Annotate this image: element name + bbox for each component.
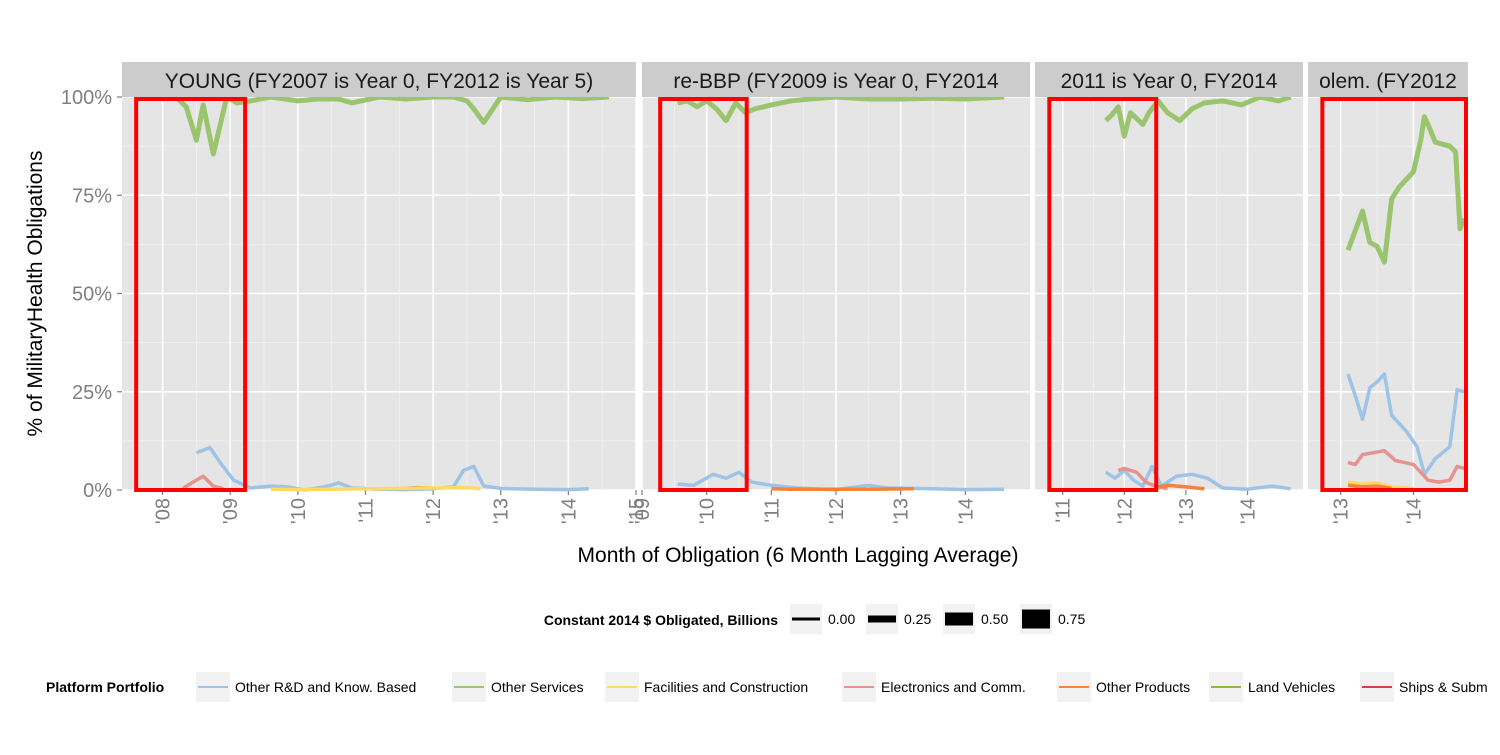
x-tick-label: '12 <box>423 498 445 524</box>
x-tick-label: '11 <box>1053 498 1075 523</box>
panel-2: '09 '10 '11 '12 '13 '14 re-BBP (FY2009 is Year… <box>632 62 1030 524</box>
y-tick-label: 25% <box>72 382 112 404</box>
size-legend-label: 0.00 <box>828 611 855 627</box>
x-tick-label: '10 <box>288 498 310 524</box>
size-legend-label: 0.75 <box>1058 611 1085 627</box>
x-tick-label: '14 <box>955 498 977 524</box>
facet-strip-text-group: 2011 is Year 0, FY2014 <box>1061 70 1278 93</box>
x-tick-label: '13 <box>1176 498 1198 524</box>
panel-4: '13 '14 olem. (FY2012 <box>1308 62 1468 524</box>
x-tick-label: '13 <box>891 498 913 524</box>
color-legend-label: Ships & Subm <box>1399 679 1488 695</box>
x-tick-label: '12 <box>1114 498 1136 524</box>
x-tick-label: '14 <box>558 498 580 524</box>
size-legend-label: 0.25 <box>904 611 931 627</box>
y-tick-label: 0% <box>83 480 112 502</box>
y-tick-label: 75% <box>72 185 112 207</box>
x-tick-label: '14 <box>1238 498 1260 524</box>
facet-strip-label: YOUNG (FY2007 is Year 0, FY2012 is Year … <box>165 70 593 93</box>
x-tick-label: '08 <box>153 498 175 524</box>
x-tick-label: '09 <box>220 498 242 524</box>
series-line-facilities-and-construction <box>271 488 481 490</box>
color-legend-label: Other R&D and Know. Based <box>235 679 416 695</box>
x-axis-title: Month of Obligation (6 Month Lagging Ave… <box>578 544 1019 567</box>
facet-strip-label: re-BBP (FY2009 is Year 0, FY2014 <box>673 70 999 93</box>
size-legend-title: Constant 2014 $ Obligated, Billions <box>544 612 778 628</box>
color-legend-label: Electronics and Comm. <box>881 679 1026 695</box>
facet-strip-text-group: YOUNG (FY2007 is Year 0, FY2012 is Year … <box>165 70 593 93</box>
y-tick-label: 100% <box>61 87 112 109</box>
color-legend: Platform Portfolio Other R&D and Know. Ba… <box>46 672 1488 702</box>
x-tick-label: '09 <box>632 498 654 524</box>
panel-3: '11 '12 '13 '14 2011 is Year 0, FY2014 <box>1035 62 1303 524</box>
x-tick-label: '14 <box>1403 498 1425 524</box>
color-legend-title: Platform Portfolio <box>46 679 164 695</box>
x-tick-label: '13 <box>491 498 513 524</box>
size-legend-label: 0.50 <box>981 611 1008 627</box>
x-tick-label: '13 <box>1331 498 1353 524</box>
color-legend-label: Facilities and Construction <box>644 679 808 695</box>
x-tick-label: '11 <box>355 498 377 523</box>
color-legend-label: Other Products <box>1096 679 1190 695</box>
facet-strip-label: olem. (FY2012 <box>1319 70 1457 93</box>
y-axis-title: % of MilitaryHealth Obligations <box>24 151 47 437</box>
color-legend-label: Other Services <box>491 679 584 695</box>
facet-strip-text-group: olem. (FY2012 <box>1319 70 1457 93</box>
facet-strip-text-group: re-BBP (FY2009 is Year 0, FY2014 <box>673 70 999 93</box>
y-tick-label: 50% <box>72 284 112 306</box>
facet-strip-label: 2011 is Year 0, FY2014 <box>1061 70 1278 93</box>
x-tick-label: '12 <box>826 498 848 524</box>
size-legend: Constant 2014 $ Obligated, Billions 0.00 0… <box>544 604 1086 634</box>
color-legend-label: Land Vehicles <box>1248 679 1335 695</box>
x-tick-label: '11 <box>761 498 783 523</box>
x-tick-label: '10 <box>697 498 719 524</box>
